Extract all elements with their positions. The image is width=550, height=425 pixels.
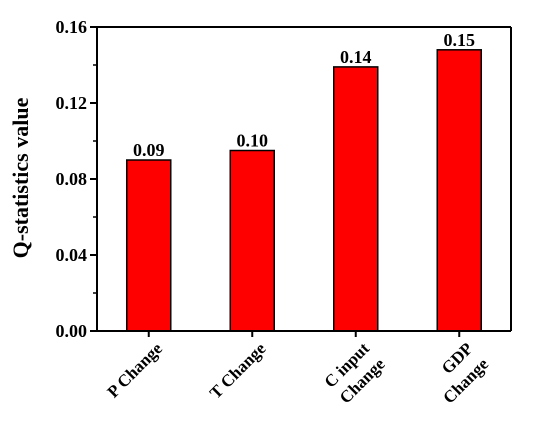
bar-value-label-2: 0.14 (340, 47, 372, 67)
y-tick-label-1: 0.04 (56, 245, 88, 265)
y-axis-title: Q-statistics value (8, 97, 33, 258)
bar-value-label-3: 0.15 (444, 30, 476, 50)
x-tick-label-1: T Change (206, 339, 270, 403)
axes-group (90, 26, 512, 337)
bar-value-label-1: 0.10 (237, 131, 269, 151)
x-tick-label-line: P Change (104, 339, 167, 402)
x-tick-label-0: P Change (104, 339, 167, 402)
bar-3 (436, 49, 482, 332)
bar-2 (333, 66, 379, 332)
bar-1 (229, 149, 275, 332)
bars-group (126, 49, 482, 332)
y-tick-label-4: 0.16 (56, 17, 88, 37)
bar-0 (126, 159, 172, 332)
y-tick-label-3: 0.12 (56, 93, 88, 113)
bar-value-label-0: 0.09 (133, 140, 165, 160)
y-tick-label-2: 0.08 (56, 169, 88, 189)
x-tick-label-line: T Change (206, 339, 270, 403)
y-tick-label-0: 0.00 (56, 321, 88, 341)
